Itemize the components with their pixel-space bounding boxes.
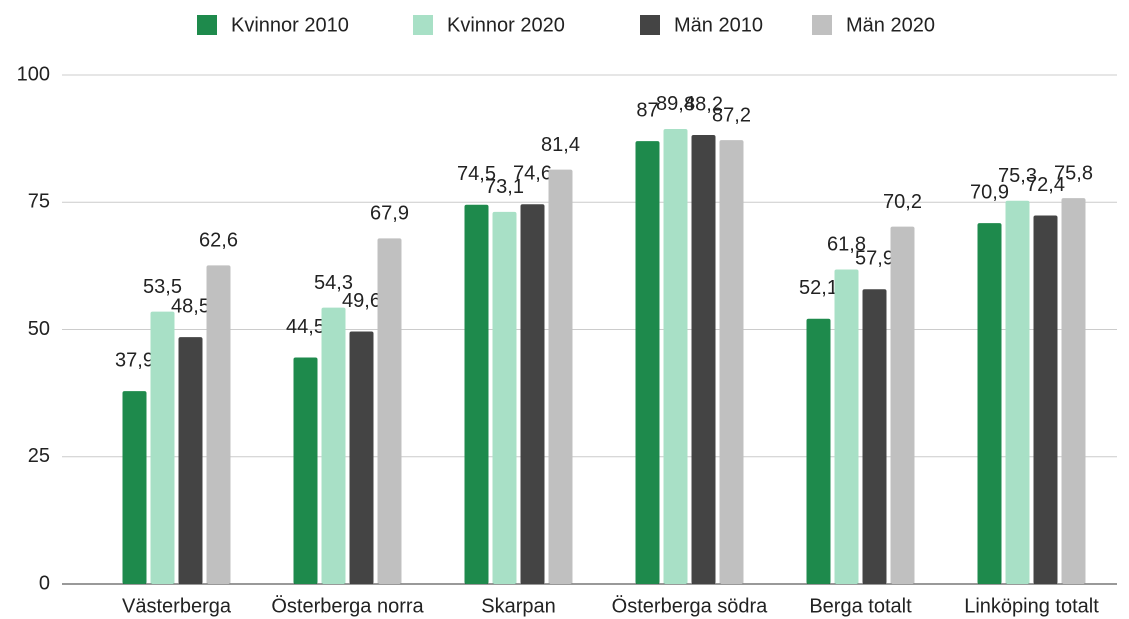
bar bbox=[1061, 198, 1086, 585]
data-label: 48,5 bbox=[171, 295, 210, 317]
bar bbox=[464, 204, 489, 585]
bar bbox=[862, 289, 887, 584]
data-label: 74,5 bbox=[457, 163, 496, 185]
bar bbox=[635, 141, 660, 585]
legend-swatch bbox=[812, 15, 832, 35]
legend-label: Kvinnor 2020 bbox=[447, 14, 565, 36]
bar bbox=[1033, 215, 1058, 584]
data-label: 75,3 bbox=[998, 165, 1037, 187]
bar bbox=[293, 357, 318, 584]
bar bbox=[178, 337, 203, 584]
bar bbox=[691, 135, 716, 584]
data-label: 52,1 bbox=[799, 277, 838, 299]
data-label: 70,2 bbox=[883, 191, 922, 213]
bar bbox=[492, 211, 517, 584]
bar bbox=[206, 265, 231, 584]
data-label: 74,6 bbox=[513, 163, 552, 185]
bar bbox=[122, 391, 147, 584]
bar bbox=[349, 331, 374, 584]
bar bbox=[663, 128, 688, 585]
data-label: 87 bbox=[636, 99, 658, 121]
bar bbox=[719, 140, 744, 585]
y-tick-label: 25 bbox=[28, 445, 50, 467]
bar bbox=[890, 226, 915, 584]
y-tick-label: 100 bbox=[17, 63, 50, 85]
y-tick-label: 75 bbox=[28, 191, 50, 213]
x-tick-label: Österberga norra bbox=[271, 595, 424, 617]
data-label: 73,1 bbox=[485, 176, 524, 198]
data-label: 53,5 bbox=[143, 276, 182, 298]
legend-swatch bbox=[640, 15, 660, 35]
data-label: 49,6 bbox=[342, 290, 381, 312]
legend-label: Kvinnor 2010 bbox=[231, 14, 349, 36]
data-label: 44,5 bbox=[286, 316, 325, 338]
y-tick-label: 50 bbox=[28, 318, 50, 340]
bar bbox=[806, 318, 831, 584]
bar bbox=[1005, 200, 1030, 584]
legend-label: Män 2010 bbox=[674, 14, 763, 36]
data-label: 89,4 bbox=[656, 93, 695, 115]
x-tick-label: Västerberga bbox=[122, 595, 232, 617]
bar bbox=[520, 204, 545, 584]
data-label: 72,4 bbox=[1026, 174, 1065, 196]
x-tick-label: Österberga södra bbox=[612, 595, 769, 617]
y-tick-label: 0 bbox=[39, 572, 50, 594]
data-label: 57,9 bbox=[855, 248, 894, 270]
legend-swatch bbox=[197, 15, 217, 35]
bar bbox=[548, 169, 573, 584]
data-label: 87,2 bbox=[712, 104, 751, 126]
bar bbox=[150, 311, 175, 584]
bar bbox=[321, 307, 346, 584]
bar bbox=[834, 269, 859, 584]
x-tick-label: Linköping totalt bbox=[964, 595, 1099, 617]
x-tick-label: Berga totalt bbox=[809, 595, 912, 617]
data-label: 62,6 bbox=[199, 230, 238, 252]
legend-label: Män 2020 bbox=[846, 14, 935, 36]
data-label: 61,8 bbox=[827, 234, 866, 256]
legend-swatch bbox=[413, 15, 433, 35]
data-label: 75,8 bbox=[1054, 162, 1093, 184]
data-label: 70,9 bbox=[970, 181, 1009, 203]
data-label: 81,4 bbox=[541, 134, 580, 156]
data-label: 67,9 bbox=[370, 203, 409, 225]
bar bbox=[377, 238, 402, 585]
x-tick-label: Skarpan bbox=[481, 595, 556, 617]
data-label: 54,3 bbox=[314, 272, 353, 294]
data-label: 88,2 bbox=[684, 93, 723, 115]
bar bbox=[977, 223, 1002, 584]
data-label: 37,9 bbox=[115, 349, 154, 371]
